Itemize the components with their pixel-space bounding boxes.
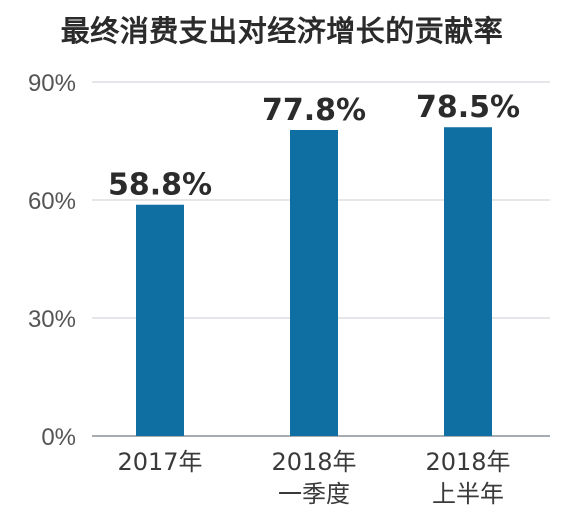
y-tick-label: 60% <box>28 188 76 215</box>
chart-title: 最终消费支出对经济增长的贡献率 <box>60 14 504 48</box>
x-category-label: 2017年 <box>117 448 202 476</box>
x-category-label: 2018年 <box>271 448 356 476</box>
data-label: 77.8% <box>262 93 366 128</box>
data-label: 78.5% <box>416 90 520 125</box>
x-category-label: 2018年 <box>425 448 510 476</box>
y-tick-label: 90% <box>28 70 76 97</box>
bar <box>290 129 338 436</box>
bar <box>444 127 492 436</box>
y-tick-label: 0% <box>41 424 76 451</box>
data-labels: 58.8% 77.8% 78.5% <box>108 90 520 202</box>
y-axis-ticks: 0% 30% 60% 90% <box>28 70 76 451</box>
data-label: 58.8% <box>108 168 212 203</box>
x-category-label: 一季度 <box>278 480 350 508</box>
bars <box>136 127 492 436</box>
y-tick-label: 30% <box>28 306 76 333</box>
x-category-label: 上半年 <box>432 480 504 508</box>
bar <box>136 204 184 436</box>
